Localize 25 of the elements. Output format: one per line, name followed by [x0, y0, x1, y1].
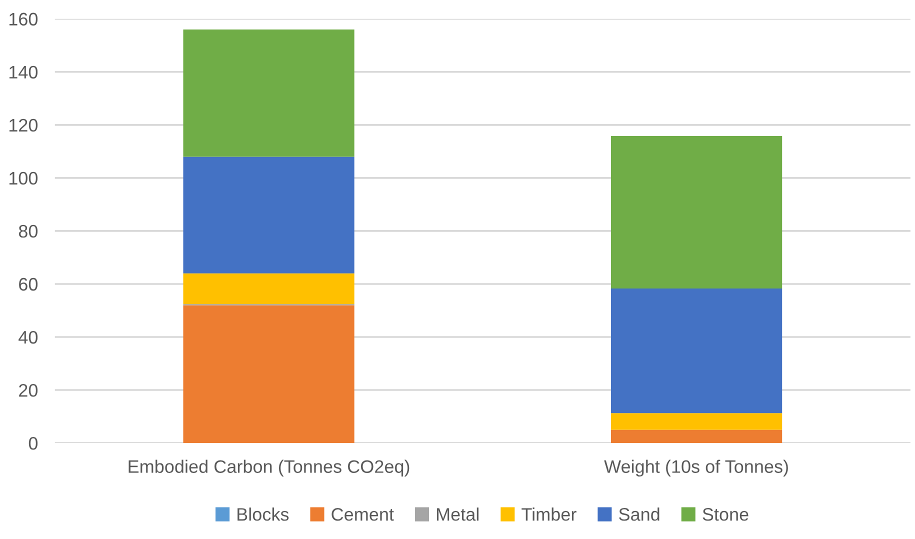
- bar: [183, 156, 354, 274]
- bar: [183, 29, 354, 157]
- legend-label: Stone: [702, 508, 748, 521]
- y-tick-label: 0: [28, 436, 38, 450]
- legend-label: Timber: [522, 508, 576, 521]
- legend-label: Metal: [437, 508, 478, 521]
- y-tick-label: 60: [19, 278, 38, 291]
- x-tick-label: Weight (10s of Tonnes): [604, 460, 788, 477]
- bar: [610, 430, 782, 444]
- y-tick-label: 100: [9, 172, 38, 185]
- bar: [610, 413, 782, 430]
- y-tick-label: 120: [9, 118, 38, 132]
- bar: [610, 136, 782, 288]
- y-tick-label: 140: [9, 66, 38, 79]
- y-tick-label: 80: [18, 224, 38, 238]
- y-tick-label: 40: [18, 330, 38, 344]
- bar: [610, 288, 782, 414]
- y-tick-label: 20: [19, 384, 38, 397]
- x-tick-label: Embodied Carbon (Tonnes CO2eq): [128, 460, 410, 477]
- legend-label: Cement: [332, 508, 394, 521]
- legend-label: Blocks: [238, 508, 289, 521]
- bar: [183, 273, 354, 304]
- bar: [183, 305, 354, 444]
- y-tick-label: 160: [9, 12, 38, 26]
- legend-label: Sand: [619, 508, 660, 521]
